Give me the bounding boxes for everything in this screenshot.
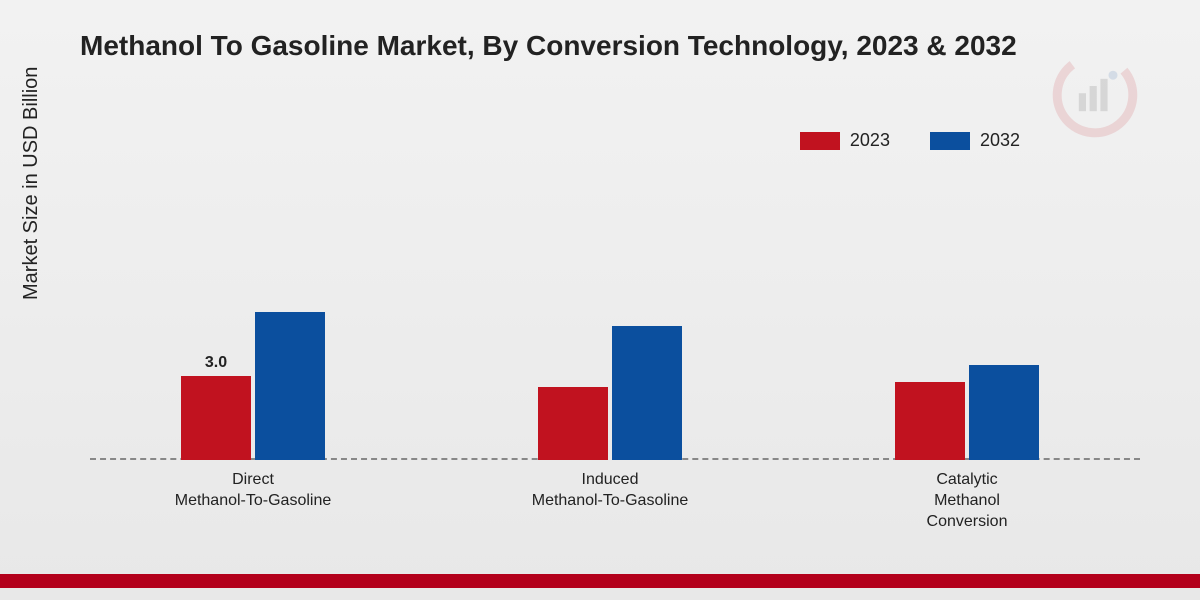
bar-group: 3.0Direct Methanol-To-Gasoline <box>153 312 353 460</box>
y-axis-label: Market Size in USD Billion <box>20 67 43 300</box>
category-label: Induced Methanol-To-Gasoline <box>500 470 720 512</box>
chart-area: 3.0Direct Methanol-To-Gasoline Induced Me… <box>90 180 1140 460</box>
legend-swatch-2032 <box>930 132 970 150</box>
bar-2023 <box>895 382 965 460</box>
category-label: Catalytic Methanol Conversion <box>857 470 1077 532</box>
chart-title: Methanol To Gasoline Market, By Conversi… <box>80 30 1017 62</box>
legend-item-2032: 2032 <box>930 130 1020 151</box>
category-label: Direct Methanol-To-Gasoline <box>143 470 363 512</box>
bar-value-label: 3.0 <box>205 354 227 372</box>
bar-2023 <box>538 387 608 460</box>
bar-2032 <box>255 312 325 460</box>
legend-item-2023: 2023 <box>800 130 890 151</box>
bar-group: Catalytic Methanol Conversion <box>867 365 1067 460</box>
legend-label-2032: 2032 <box>980 130 1020 151</box>
legend-swatch-2023 <box>800 132 840 150</box>
bar-group: Induced Methanol-To-Gasoline <box>510 326 710 460</box>
footer-accent-bar <box>0 574 1200 588</box>
watermark-logo <box>1050 50 1140 140</box>
bar-2032 <box>969 365 1039 460</box>
bar-2032 <box>612 326 682 460</box>
bar-2023: 3.0 <box>181 376 251 460</box>
legend-label-2023: 2023 <box>850 130 890 151</box>
legend: 2023 2032 <box>800 130 1020 151</box>
